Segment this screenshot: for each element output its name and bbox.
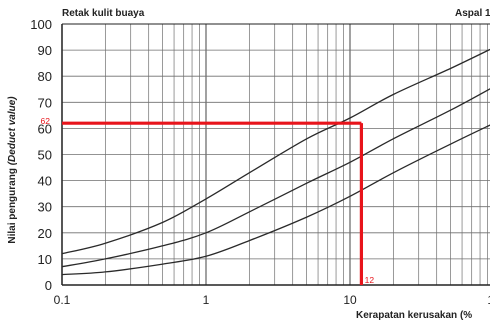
curve-low-severity: [61, 124, 490, 276]
deduct-curves: [61, 48, 490, 276]
curve-high-severity: [61, 48, 490, 255]
x-axis-label: Kerapatan kerusakan (%: [356, 310, 472, 321]
y-tick-label: 20: [38, 226, 52, 241]
annotation-x-label: 12: [365, 275, 375, 285]
x-tick-label: 10: [343, 293, 357, 307]
y-tick-label: 70: [38, 95, 52, 110]
y-tick-label: 90: [38, 43, 52, 58]
chart-labels: Retak kulit buaya Aspal 1 Kerapatan keru…: [7, 8, 490, 321]
chart-title-left: Retak kulit buaya: [62, 8, 145, 19]
curve-medium-severity: [61, 88, 490, 268]
x-tick-label: 1: [203, 293, 210, 307]
annotation-y-label: 62: [41, 116, 51, 126]
y-axis-label-main: Nilai pengurang: [7, 165, 18, 243]
axes: [61, 23, 490, 286]
y-tick-label: 50: [38, 148, 52, 163]
grid-lines: [61, 23, 490, 286]
x-tick-label: 0.1: [54, 293, 71, 307]
reading-annotation: 12 62: [41, 116, 375, 285]
y-axis-label-italic: (Deduct value): [7, 96, 18, 166]
y-axis-label: Nilai pengurang (Deduct value): [7, 96, 18, 244]
y-tick-label: 80: [38, 69, 52, 84]
y-tick-label: 10: [38, 252, 52, 267]
y-tick-label: 60: [38, 121, 52, 136]
chart-title-right: Aspal 1: [455, 8, 490, 19]
y-tick-label: 100: [30, 17, 52, 32]
x-tick-label: 10: [487, 293, 490, 307]
y-tick-label: 0: [45, 278, 52, 293]
y-tick-label: 40: [38, 174, 52, 189]
y-tick-label: 30: [38, 200, 52, 215]
